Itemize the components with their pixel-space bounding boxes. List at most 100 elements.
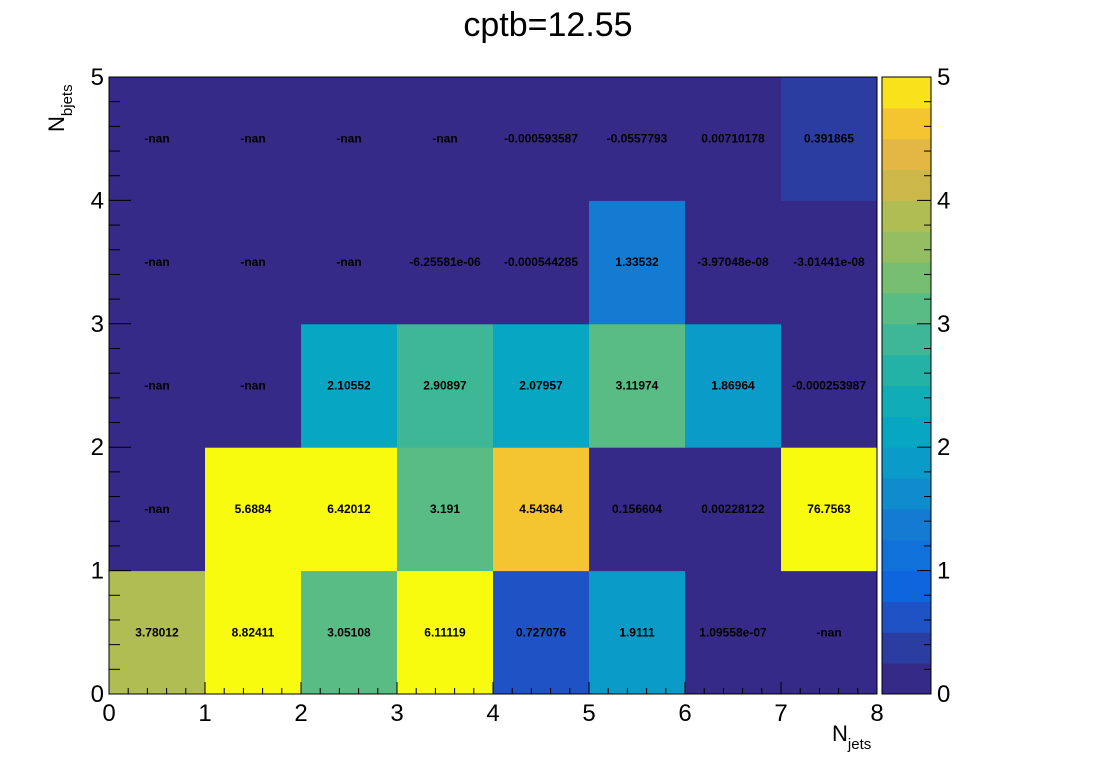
colorbar-tick-label: 1: [937, 558, 950, 585]
cell-value-label: -nan: [336, 255, 361, 269]
cell-value-label: 2.07957: [519, 379, 563, 393]
cell-value-label: 2.10552: [327, 379, 371, 393]
y-tick-label: 2: [91, 434, 104, 461]
heatmap-cell: [493, 200, 590, 325]
heatmap-cell: [493, 447, 590, 572]
cell-value-label: 76.7563: [807, 502, 851, 516]
heatmap-cell: [301, 77, 398, 201]
heatmap-cell: [109, 447, 206, 572]
x-tick-label: 6: [678, 700, 691, 727]
colorbar-level: [882, 385, 931, 417]
heatmap-cell: [397, 570, 494, 695]
cell-value-label: -0.0557793: [607, 132, 668, 146]
heatmap-cell: [685, 570, 782, 695]
x-axis-title: Njets: [832, 721, 871, 753]
cell-value-label: -6.25581e-06: [409, 255, 481, 269]
colorbar-level: [882, 262, 931, 294]
heatmap-cell: [685, 77, 782, 201]
cell-value-label: 1.9111: [619, 625, 655, 639]
cell-value-label: 3.11974: [616, 379, 659, 393]
heatmap-cell: [205, 200, 302, 325]
y-tick-label: 5: [91, 64, 104, 91]
heatmap-cell: [781, 570, 878, 695]
x-tick-label: 5: [582, 700, 595, 727]
cell-value-label: -nan: [816, 625, 841, 639]
heatmap-cell: [397, 200, 494, 325]
colorbar-level: [882, 292, 931, 325]
heatmap-cell: [301, 200, 398, 325]
colorbar-tick-label: 2: [937, 434, 950, 461]
heatmap-cell: [589, 323, 686, 448]
heatmap-cell: [301, 447, 398, 572]
y-tick-label: 0: [91, 681, 104, 708]
cell-labels: 3.78012 8.82411 3.05108 6.11119 0.727076 1.91…: [135, 132, 866, 640]
y-tick-label: 1: [91, 558, 104, 585]
heatmap-cell: [109, 200, 206, 325]
cell-value-label: -nan: [240, 132, 265, 146]
cell-value-label: 6.42012: [327, 502, 371, 516]
chart-title: cptb=12.55: [463, 6, 632, 44]
colorbar-level: [882, 231, 931, 263]
cell-value-label: 4.54364: [519, 502, 563, 516]
heatmap-cell: [109, 77, 206, 201]
colorbar-level: [882, 478, 931, 510]
y-tick-label: 3: [91, 311, 104, 338]
heatmap-cell: [397, 447, 494, 572]
cell-value-label: 2.90897: [423, 379, 467, 393]
colorbar-level: [882, 169, 931, 201]
x-tick-label: 0: [102, 700, 115, 727]
cell-value-label: 6.11119: [424, 625, 466, 639]
colorbar-tick-label: 0: [937, 681, 950, 708]
heatmap-cell: [493, 323, 590, 448]
heatmap-cell: [685, 200, 782, 325]
heatmap-cell: [685, 323, 782, 448]
heatmap-cell: [109, 570, 206, 695]
color-scale-bar: 0 1 2 3 4 5: [881, 64, 950, 708]
colorbar-level: [882, 539, 931, 572]
cell-value-label: 3.191: [430, 502, 460, 516]
heatmap-cell: [589, 570, 686, 695]
heatmap-cell: [205, 323, 302, 448]
cell-value-label: -nan: [144, 379, 169, 393]
cell-value-label: 1.33532: [615, 255, 659, 269]
x-tick-label: 1: [198, 700, 211, 727]
cell-value-label: 1.86964: [711, 379, 755, 393]
cell-value-label: -nan: [240, 255, 265, 269]
colorbar-level: [882, 508, 931, 541]
colorbar-level: [882, 200, 931, 232]
heatmap-cell: [781, 77, 878, 201]
heatmap-cell: [589, 200, 686, 325]
cell-value-label: 8.82411: [232, 625, 275, 639]
heatmap-cell: [781, 323, 878, 448]
heatmap-cell: [493, 570, 590, 695]
colorbar-level: [882, 107, 931, 140]
heatmap-cell: [109, 323, 206, 448]
heatmap-cell: [205, 447, 302, 572]
x-tick-label: 4: [486, 700, 499, 727]
cell-value-label: -3.97048e-08: [697, 255, 769, 269]
colorbar-level: [882, 354, 931, 386]
heatmap-cells: [109, 77, 878, 695]
x-tick-label: 3: [390, 700, 403, 727]
heatmap-cell: [781, 447, 878, 572]
cell-value-label: -nan: [432, 132, 457, 146]
cell-value-label: -nan: [144, 502, 169, 516]
cell-value-label: -0.000593587: [504, 132, 578, 146]
colorbar-level: [882, 632, 931, 664]
cell-value-label: 0.00228122: [701, 502, 765, 516]
cell-value-label: -3.01441e-08: [793, 255, 865, 269]
cell-value-label: 0.156604: [612, 502, 662, 516]
heatmap-cell: [397, 77, 494, 201]
colorbar-frame: [881, 76, 932, 695]
cell-value-label: 3.05108: [327, 625, 371, 639]
heatmap-cell: [301, 323, 398, 448]
colorbar-level: [882, 570, 931, 602]
colorbar-level: [882, 138, 931, 171]
colorbar-level: [882, 416, 931, 448]
colorbar-tick-label: 5: [937, 64, 950, 91]
colorbar-tick-label: 4: [937, 187, 950, 214]
colorbar-level: [882, 663, 931, 695]
cell-value-label: -nan: [240, 379, 265, 393]
heatmap-cell: [493, 77, 590, 201]
y-tick-label: 4: [91, 187, 104, 214]
